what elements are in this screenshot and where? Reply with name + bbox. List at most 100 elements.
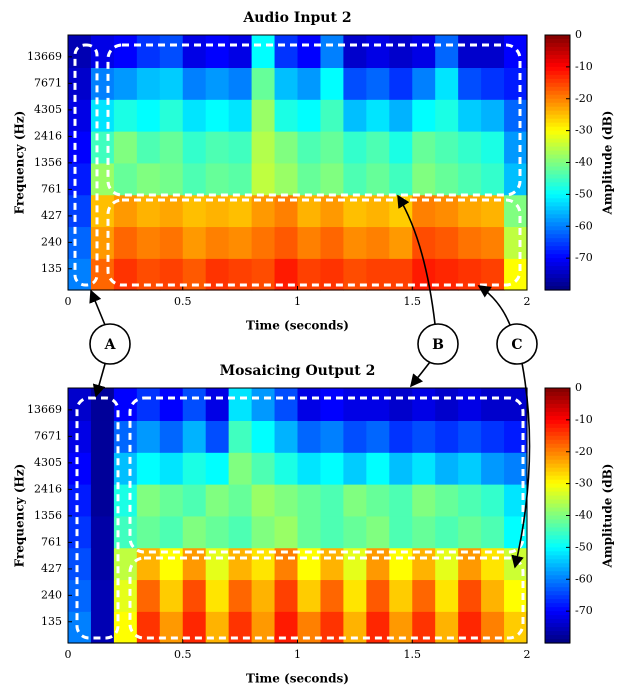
colorbar-segment	[545, 411, 570, 417]
x-tick-label: 0	[65, 295, 72, 308]
heatmap-cell	[205, 131, 230, 164]
heatmap-cell	[251, 579, 276, 612]
heatmap-cell	[343, 162, 367, 196]
colorbar-segment	[545, 114, 570, 120]
heatmap-cell	[90, 611, 115, 644]
heatmap-cell	[205, 67, 230, 100]
heatmap-cell	[136, 35, 161, 68]
heatmap-cell	[113, 99, 138, 132]
heatmap-cell	[90, 515, 115, 549]
heatmap-cell	[435, 611, 459, 644]
heatmap-cell	[90, 547, 115, 581]
heatmap-cell	[136, 131, 161, 164]
colorbar-segment	[545, 431, 570, 437]
colorbar-segment	[545, 427, 570, 433]
colorbar-segment	[545, 138, 570, 144]
heatmap-cell	[412, 547, 436, 581]
y-tick-label: 7671	[34, 429, 62, 442]
heatmap-cell	[251, 194, 276, 228]
heatmap-cell	[159, 611, 184, 644]
heatmap-cell	[159, 131, 184, 164]
heatmap-cell	[389, 484, 413, 517]
colorbar-segment	[545, 170, 570, 176]
heatmap-cell	[343, 579, 367, 612]
colorbar-segment	[545, 258, 570, 263]
heatmap-cell	[182, 611, 207, 644]
colorbar-segment	[545, 467, 570, 473]
heatmap-cell	[274, 194, 299, 228]
colorbar-tick-label: -70	[575, 604, 593, 617]
colorbar-segment	[545, 198, 570, 203]
colorbar-segment	[545, 134, 570, 140]
colorbar-segment	[545, 559, 570, 564]
colorbar-segment	[545, 639, 570, 644]
heatmap-cell	[458, 258, 482, 291]
heatmap-cell	[389, 452, 413, 485]
colorbar-segment	[545, 451, 570, 457]
heatmap-cell	[458, 579, 482, 612]
heatmap-cell	[458, 484, 482, 517]
heatmap-cell	[136, 452, 161, 485]
heatmap-cell	[366, 388, 390, 421]
region-box	[106, 43, 522, 197]
heatmap-cell	[481, 194, 505, 228]
colorbar-segment	[545, 146, 570, 152]
heatmap-cell	[343, 611, 367, 644]
colorbar-tick-label: 0	[575, 381, 582, 394]
heatmap-cell	[320, 99, 344, 132]
heatmap-cell	[274, 547, 299, 581]
heatmap-cell	[389, 162, 413, 196]
colorbar-segment	[545, 567, 570, 572]
colorbar-tick-label: -30	[575, 477, 593, 490]
colorbar-segment	[545, 503, 570, 509]
heatmap-cell	[504, 452, 528, 485]
y-tick-label: 13669	[27, 403, 62, 416]
colorbar-segment	[545, 455, 570, 461]
colorbar-segment	[545, 611, 570, 616]
heatmap-cell	[343, 67, 367, 100]
colorbar-segment	[545, 150, 570, 156]
x-tick-label: 1	[294, 648, 301, 661]
x-tick-label: 0	[65, 648, 72, 661]
colorbar-segment	[545, 527, 570, 533]
heatmap-cell	[320, 258, 344, 291]
heatmap-cell	[68, 484, 92, 517]
heatmap-cell	[343, 452, 367, 485]
heatmap-cell	[343, 258, 367, 291]
colorbar-segment	[545, 126, 570, 132]
colorbar-segment	[545, 94, 570, 100]
heatmap-cell	[435, 67, 459, 100]
heatmap-cell	[228, 547, 253, 581]
heatmap-cell	[412, 452, 436, 485]
heatmap-cell	[136, 611, 161, 644]
heatmap-cell	[389, 258, 413, 291]
colorbar-label: Amplitude (dB)	[601, 111, 615, 216]
heatmap-cell	[481, 131, 505, 164]
callout-circle	[89, 323, 131, 365]
colorbar-segment	[545, 158, 570, 164]
heatmap-cell	[320, 67, 344, 100]
heatmap-cell	[228, 388, 253, 421]
y-tick-label: 4305	[34, 103, 62, 116]
callout-circle	[496, 323, 538, 365]
colorbar-segment	[545, 62, 570, 68]
colorbar-segment	[545, 246, 570, 251]
heatmap-cell	[182, 258, 207, 291]
colorbar-segment	[545, 571, 570, 576]
heatmap-cell	[297, 131, 322, 164]
heatmap-cell	[182, 547, 207, 581]
heatmap-cell	[458, 67, 482, 100]
colorbar-segment	[545, 242, 570, 247]
heatmap-cell	[251, 67, 276, 100]
heatmap-cell	[504, 226, 528, 259]
heatmap-cell	[481, 547, 505, 581]
heatmap-cell	[366, 226, 390, 259]
heatmap-cell	[458, 515, 482, 549]
heatmap-cell	[412, 388, 436, 421]
heatmap-cell	[113, 611, 138, 644]
x-tick-label: 0.5	[174, 295, 192, 308]
colorbar-segment	[545, 118, 570, 124]
heatmap-cell	[274, 452, 299, 485]
charts: 0 0.5 1 1.5 2 135 240 427 761 1356 2416 4305 7671 136…	[13, 10, 615, 686]
x-axis-label: Time (seconds)	[246, 672, 349, 686]
